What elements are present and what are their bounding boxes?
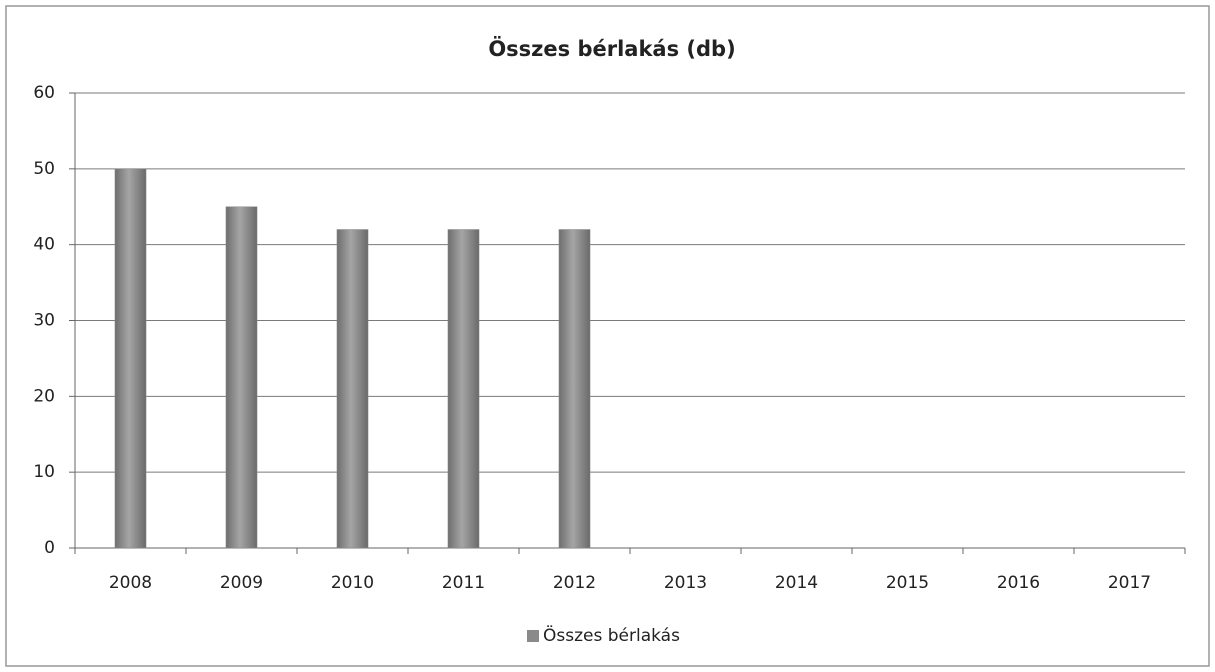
x-tick-label: 2015 [886,573,929,593]
x-tick-label: 2013 [664,573,707,593]
chart-title: Összes bérlakás (db) [488,36,735,61]
y-tick-label: 50 [33,159,55,179]
y-tick-label: 30 [33,311,55,331]
x-tick-label: 2011 [442,573,485,593]
bar [336,229,369,549]
y-tick-label: 40 [33,235,55,255]
x-tick-label: 2014 [775,573,818,593]
chart-frame [5,5,1210,667]
bar [447,229,480,549]
y-tick-label: 60 [33,83,55,103]
x-tick-label: 2017 [1108,573,1151,593]
y-tick-label: 0 [44,538,55,558]
x-tick-label: 2009 [220,573,263,593]
y-tick-label: 20 [33,386,55,406]
legend-label: Összes bérlakás [543,624,680,646]
bar [558,229,591,549]
x-tick-label: 2016 [997,573,1040,593]
x-tick-label: 2010 [331,573,374,593]
legend-swatch [527,630,539,642]
x-tick-label: 2012 [553,573,596,593]
y-tick-label: 10 [33,462,55,482]
x-tick-label: 2008 [109,573,152,593]
bar [114,168,147,549]
bar [225,206,258,549]
